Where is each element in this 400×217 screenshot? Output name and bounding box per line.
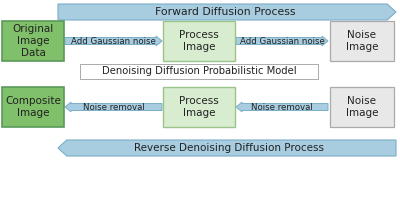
Text: Denoising Diffusion Probabilistic Model: Denoising Diffusion Probabilistic Model xyxy=(102,66,296,77)
FancyBboxPatch shape xyxy=(2,87,64,127)
FancyBboxPatch shape xyxy=(163,87,235,127)
FancyBboxPatch shape xyxy=(163,21,235,61)
Text: Composite
Image: Composite Image xyxy=(5,96,61,118)
FancyBboxPatch shape xyxy=(2,21,64,61)
Text: Noise removal: Noise removal xyxy=(83,102,144,112)
Text: Forward Diffusion Process: Forward Diffusion Process xyxy=(155,7,296,17)
Polygon shape xyxy=(58,4,396,20)
Text: Noise removal: Noise removal xyxy=(251,102,313,112)
Text: Noise
Image: Noise Image xyxy=(346,30,378,52)
Text: Process
Image: Process Image xyxy=(179,96,219,118)
Text: Process
Image: Process Image xyxy=(179,30,219,52)
FancyBboxPatch shape xyxy=(330,21,394,61)
Polygon shape xyxy=(236,102,328,112)
Text: Add Gaussian noise: Add Gaussian noise xyxy=(240,36,324,46)
Polygon shape xyxy=(236,36,328,46)
Polygon shape xyxy=(58,140,396,156)
Text: Add Gaussian noise: Add Gaussian noise xyxy=(71,36,156,46)
Text: Noise
Image: Noise Image xyxy=(346,96,378,118)
Polygon shape xyxy=(65,102,162,112)
FancyBboxPatch shape xyxy=(330,87,394,127)
Polygon shape xyxy=(65,36,162,46)
FancyBboxPatch shape xyxy=(80,64,318,79)
Text: Reverse Denoising Diffusion Process: Reverse Denoising Diffusion Process xyxy=(134,143,324,153)
Text: Original
Image
Data: Original Image Data xyxy=(12,24,54,58)
